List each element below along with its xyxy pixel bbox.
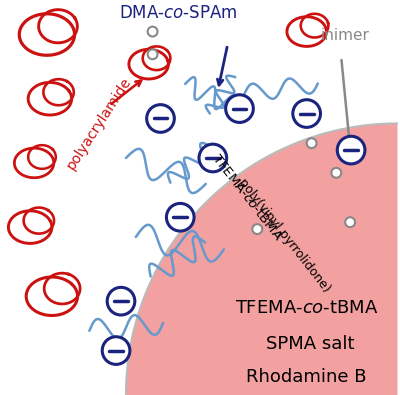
Circle shape — [307, 138, 316, 148]
Circle shape — [148, 49, 158, 59]
Circle shape — [293, 100, 320, 127]
Circle shape — [337, 136, 365, 164]
Circle shape — [148, 26, 158, 36]
Text: TFEMA-$\it{co}$-tBMA: TFEMA-$\it{co}$-tBMA — [210, 152, 285, 243]
Text: TFEMA-$\it{co}$-tBMA: TFEMA-$\it{co}$-tBMA — [235, 299, 378, 317]
Text: inimer: inimer — [321, 28, 370, 43]
Text: polyacrylamide: polyacrylamide — [64, 75, 134, 172]
Circle shape — [199, 144, 227, 172]
Text: Rhodamine B: Rhodamine B — [246, 368, 367, 386]
Circle shape — [331, 168, 341, 178]
Circle shape — [252, 224, 262, 234]
Text: SPMA salt: SPMA salt — [266, 335, 355, 353]
Circle shape — [345, 217, 355, 227]
Circle shape — [107, 287, 135, 315]
Text: poly(vinyl pyrrolidone): poly(vinyl pyrrolidone) — [236, 176, 332, 294]
Text: DMA-$\it{co}$-SPAm: DMA-$\it{co}$-SPAm — [119, 4, 238, 22]
Circle shape — [147, 105, 174, 132]
Circle shape — [226, 95, 253, 122]
Circle shape — [102, 337, 130, 364]
Wedge shape — [126, 123, 398, 395]
Circle shape — [166, 203, 194, 231]
